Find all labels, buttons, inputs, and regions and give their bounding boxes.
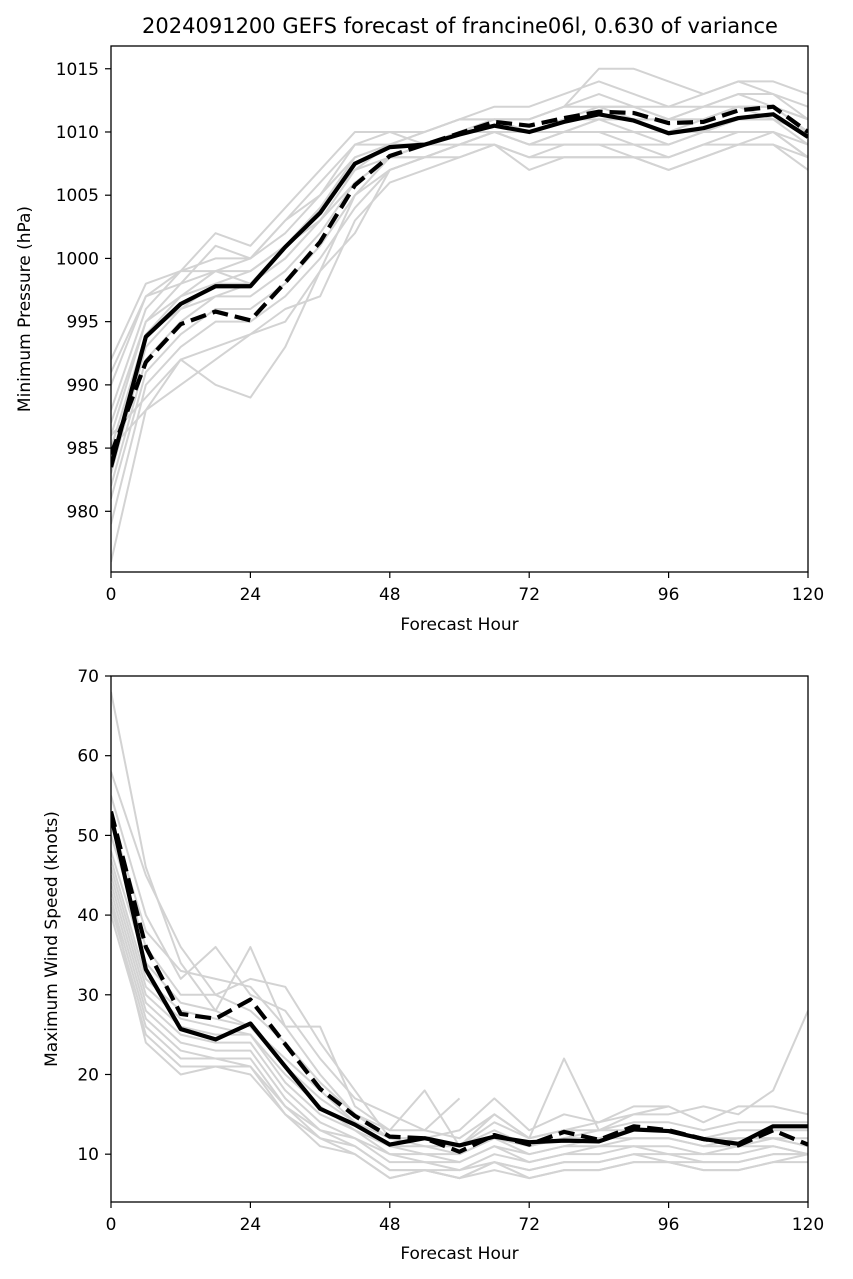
- pressure-x-tick-label: 0: [106, 585, 117, 605]
- wind-x-axis-label: Forecast Hour: [400, 1244, 518, 1264]
- pressure-x-axis-label: Forecast Hour: [400, 615, 518, 635]
- pressure-dashed-line: [111, 104, 808, 456]
- pressure-x-tick-label: 48: [379, 585, 401, 605]
- wind-x-tick-label: 96: [658, 1215, 680, 1235]
- pressure-y-tick-label: 1010: [56, 123, 99, 143]
- pressure-member-line-1: [111, 67, 808, 360]
- wind-y-tick-label: 60: [77, 747, 99, 767]
- wind-member-line-11: [111, 890, 808, 1172]
- wind-member-lines: [111, 691, 808, 1180]
- pressure-member-line-4: [111, 105, 808, 424]
- wind-x-tick-label: 120: [792, 1215, 824, 1235]
- chart-title: 2024091200 GEFS forecast of francine06l,…: [142, 14, 778, 38]
- wind-y-tick-label: 20: [77, 1065, 99, 1085]
- pressure-member-line-3: [111, 93, 808, 411]
- pressure-y-tick-label: 1005: [56, 186, 99, 206]
- wind-y-axis-label: Maximum Wind Speed (knots): [42, 811, 62, 1067]
- pressure-x-tick-label: 96: [658, 585, 680, 605]
- pressure-solid-line: [111, 112, 808, 468]
- pressure-member-line-15: [111, 105, 808, 373]
- pressure-main-lines: [111, 104, 808, 468]
- pressure-member-line-8: [111, 130, 808, 474]
- wind-y-tick-label: 70: [77, 667, 99, 687]
- pressure-member-line-12: [111, 143, 808, 563]
- wind-member-line-1: [111, 691, 669, 1148]
- wind-y-tick-label: 40: [77, 906, 99, 926]
- pressure-member-line-10: [111, 130, 808, 499]
- pressure-y-tick-label: 1015: [56, 60, 99, 80]
- wind-member-line-3: [111, 795, 461, 1132]
- pressure-y-tick-label: 1000: [56, 249, 99, 269]
- wind-x-tick-label: 24: [240, 1215, 262, 1235]
- wind-member-line-4: [111, 819, 808, 1140]
- wind-main-lines: [111, 810, 808, 1154]
- wind-y-tick-label: 10: [77, 1145, 99, 1165]
- wind-x-ticks: 0 24 48 72 96 120: [106, 1202, 824, 1235]
- wind-x-tick-label: 48: [379, 1215, 401, 1235]
- pressure-y-tick-label: 980: [67, 502, 99, 522]
- wind-solid-line: [111, 815, 808, 1148]
- pressure-x-ticks: 0 24 48 72 96 120: [106, 572, 824, 605]
- pressure-panel: 2024091200 GEFS forecast of francine06l,…: [15, 14, 824, 635]
- wind-member-line-15: [111, 898, 808, 1180]
- wind-x-tick-label: 72: [518, 1215, 540, 1235]
- pressure-y-axis-label: Minimum Pressure (hPa): [15, 206, 35, 412]
- pressure-y-tick-label: 990: [67, 376, 99, 396]
- pressure-member-lines: [111, 67, 808, 563]
- wind-member-line-7: [111, 859, 808, 1156]
- wind-y-tick-label: 30: [77, 986, 99, 1006]
- pressure-x-tick-label: 24: [240, 585, 262, 605]
- wind-dashed-line: [111, 810, 808, 1154]
- pressure-y-tick-label: 985: [67, 439, 99, 459]
- pressure-x-tick-label: 72: [518, 585, 540, 605]
- wind-member-line-10: [111, 882, 808, 1164]
- wind-plot-frame: [110, 675, 809, 1203]
- pressure-y-tick-label: 995: [67, 313, 99, 333]
- wind-y-tick-label: 50: [77, 826, 99, 846]
- wind-x-tick-label: 0: [106, 1215, 117, 1235]
- pressure-y-ticks: 980 985 990 995 1000 1005 1010 1015: [56, 60, 111, 522]
- pressure-member-line-7: [111, 118, 808, 461]
- wind-y-ticks: 10 20 30 40 50 60 70: [77, 667, 111, 1165]
- pressure-member-line-11: [111, 143, 808, 525]
- wind-member-line-12: [111, 898, 808, 1172]
- wind-member-line-6: [111, 851, 808, 1148]
- pressure-x-tick-label: 120: [792, 585, 824, 605]
- wind-panel: 0 24 48 72 96 120 10 20 30 40 50 60 70 Forecast Hou…: [42, 667, 824, 1264]
- wind-member-line-2: [111, 771, 808, 1140]
- pressure-plot-frame: [110, 45, 809, 573]
